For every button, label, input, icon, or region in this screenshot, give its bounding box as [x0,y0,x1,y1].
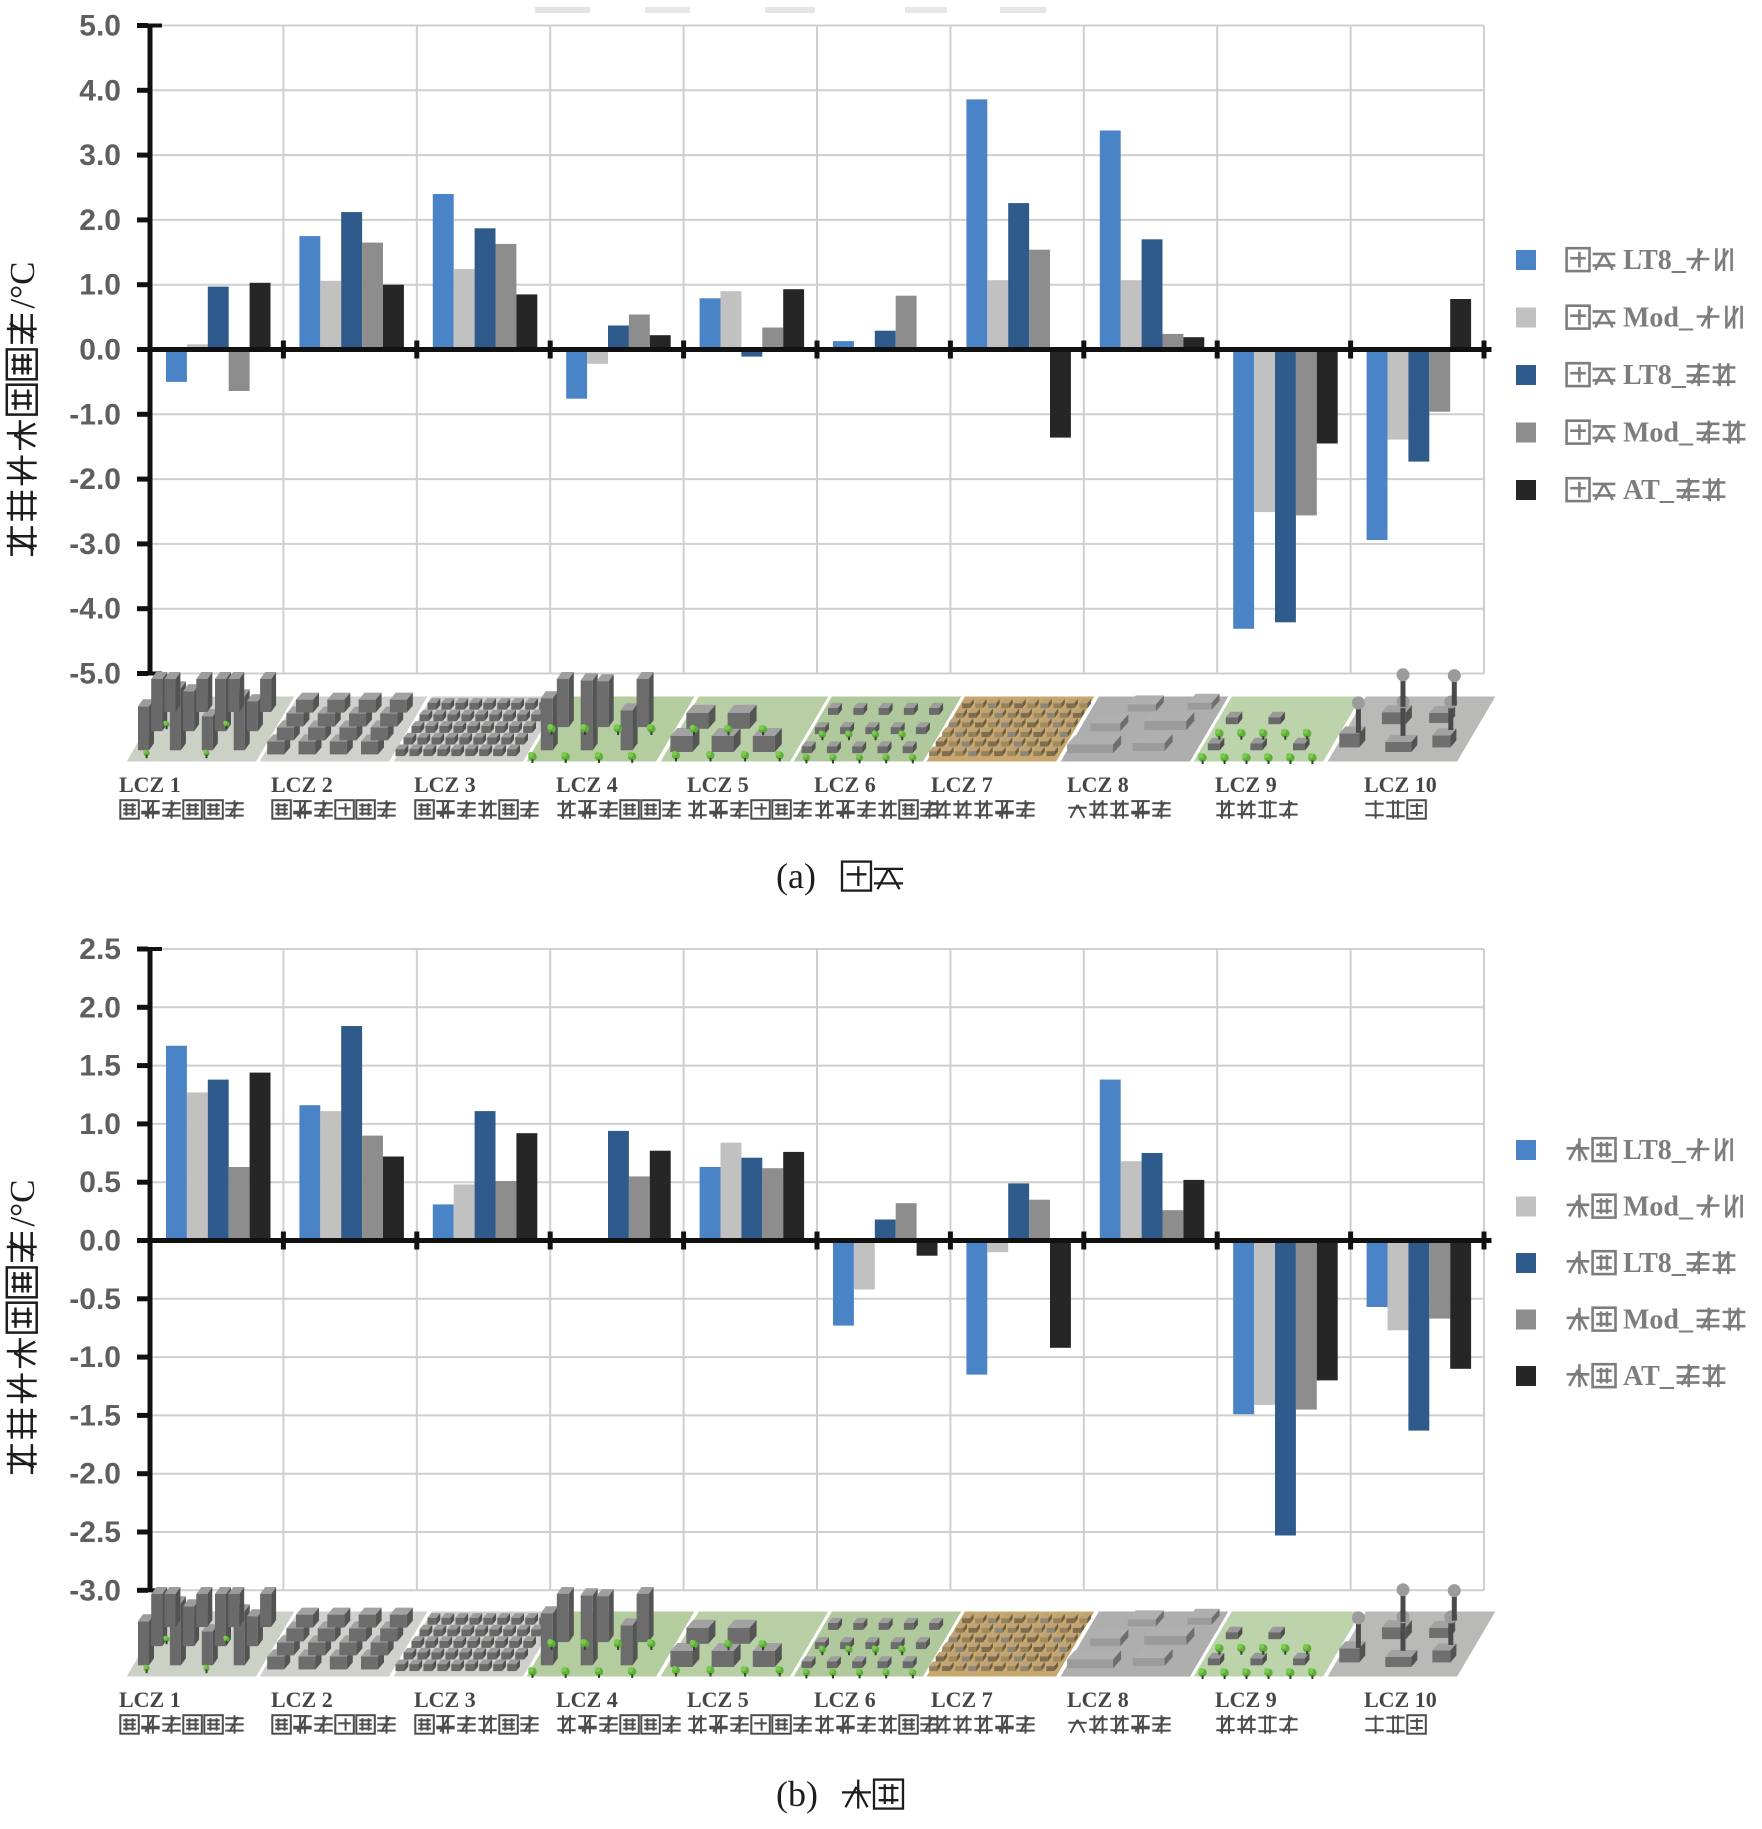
svg-text:-1.0: -1.0 [69,1341,121,1374]
svg-text:LCZ 8: LCZ 8 [1067,1687,1129,1712]
svg-text:2.0: 2.0 [79,991,121,1024]
svg-text:/°C: /°C [3,1180,42,1227]
svg-text:AT_: AT_ [1623,475,1675,506]
svg-text:LCZ 1: LCZ 1 [119,1687,181,1712]
svg-text:LCZ 10: LCZ 10 [1364,772,1437,797]
svg-text:0.0: 0.0 [79,334,121,367]
svg-text:AT_: AT_ [1623,1361,1675,1392]
svg-text:LT8_: LT8_ [1623,360,1687,391]
svg-text:-1.0: -1.0 [69,398,121,431]
svg-text:LT8_: LT8_ [1623,245,1687,276]
svg-text:-1.5: -1.5 [69,1399,121,1432]
svg-text:1.5: 1.5 [79,1050,121,1083]
svg-text:LCZ 6: LCZ 6 [814,772,876,797]
svg-text:LCZ 10: LCZ 10 [1364,1687,1437,1712]
svg-text:-2.0: -2.0 [69,1458,121,1491]
svg-text:LCZ 7: LCZ 7 [931,1687,993,1712]
svg-text:5.0: 5.0 [79,10,121,43]
svg-text:Mod_: Mod_ [1623,418,1694,449]
svg-text:LCZ 7: LCZ 7 [931,772,993,797]
svg-text:Mod_: Mod_ [1623,303,1694,334]
svg-text:0.5: 0.5 [79,1166,121,1199]
svg-text:LCZ 8: LCZ 8 [1067,772,1129,797]
svg-text:LCZ 4: LCZ 4 [556,772,618,797]
svg-text:LCZ 3: LCZ 3 [414,1687,476,1712]
svg-text:LCZ 9: LCZ 9 [1215,772,1277,797]
svg-text:1.0: 1.0 [79,1108,121,1141]
svg-text:(b): (b) [776,1774,818,1814]
svg-text:4.0: 4.0 [79,74,121,107]
svg-text:LCZ 3: LCZ 3 [414,772,476,797]
svg-text:-3.0: -3.0 [69,528,121,561]
svg-text:LCZ 2: LCZ 2 [271,772,333,797]
svg-text:2.0: 2.0 [79,204,121,237]
svg-text:LCZ 5: LCZ 5 [687,772,749,797]
svg-text:LCZ 4: LCZ 4 [556,1687,618,1712]
svg-text:3.0: 3.0 [79,139,121,172]
svg-text:-2.0: -2.0 [69,463,121,496]
svg-text:LCZ 2: LCZ 2 [271,1687,333,1712]
svg-text:-0.5: -0.5 [69,1283,121,1316]
svg-text:(a): (a) [776,856,816,896]
svg-text:LCZ 5: LCZ 5 [687,1687,749,1712]
svg-text:LT8_: LT8_ [1623,1135,1687,1166]
svg-text:LCZ 6: LCZ 6 [814,1687,876,1712]
svg-text:LCZ 1: LCZ 1 [119,772,181,797]
svg-text:-3.0: -3.0 [69,1574,121,1607]
svg-text:-4.0: -4.0 [69,593,121,626]
svg-text:LT8_: LT8_ [1623,1248,1687,1279]
svg-text:Mod_: Mod_ [1623,1192,1694,1223]
svg-text:2.5: 2.5 [79,933,121,966]
svg-text:-5.0: -5.0 [69,658,121,691]
svg-text:/°C: /°C [3,262,42,309]
svg-text:-2.5: -2.5 [69,1516,121,1549]
svg-text:LCZ 9: LCZ 9 [1215,1687,1277,1712]
svg-text:Mod_: Mod_ [1623,1305,1694,1336]
svg-text:0.0: 0.0 [79,1225,121,1258]
svg-text:1.0: 1.0 [79,269,121,302]
